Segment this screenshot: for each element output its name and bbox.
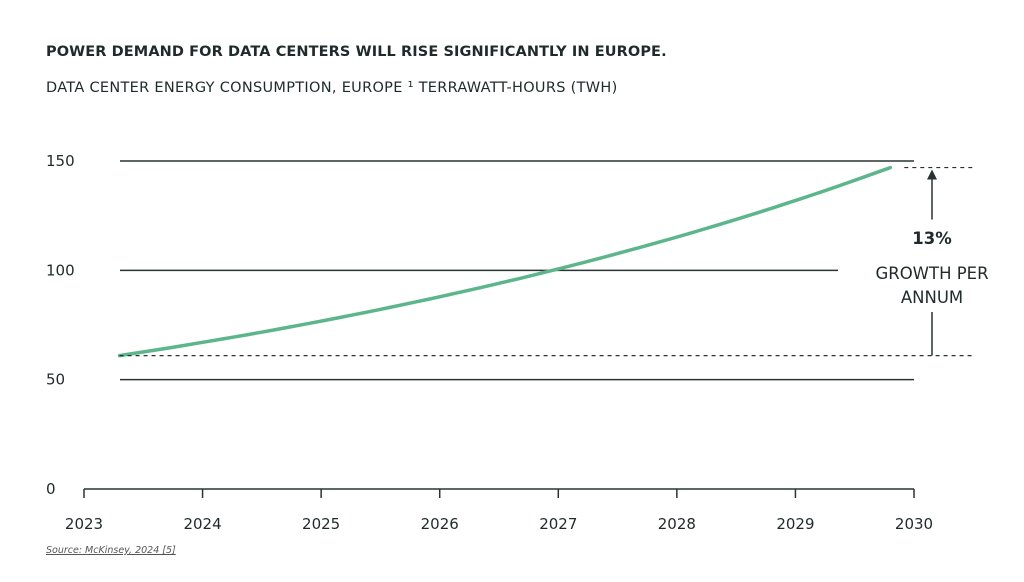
x-tick-label-2023: 2023 xyxy=(65,515,103,533)
chart-title: POWER DEMAND FOR DATA CENTERS WILL RISE … xyxy=(46,44,667,60)
growth-label-line1: GROWTH PER xyxy=(875,264,988,283)
chart-subtitle: DATA CENTER ENERGY CONSUMPTION, EUROPE ¹… xyxy=(46,80,618,96)
y-tick-label-150: 150 xyxy=(46,152,75,170)
source-note: Source: McKinsey, 2024 [5] xyxy=(46,545,176,556)
x-tick-label-2027: 2027 xyxy=(539,515,577,533)
growth-rate-value: 13% xyxy=(912,229,952,248)
growth-label-line2: ANNUM xyxy=(901,288,963,307)
x-tick-label-2025: 2025 xyxy=(302,515,340,533)
x-tick-label-2030: 2030 xyxy=(895,515,933,533)
x-tick-label-2029: 2029 xyxy=(776,515,814,533)
x-tick-label-2028: 2028 xyxy=(658,515,696,533)
growth-arrow-head xyxy=(927,169,937,180)
x-tick-label-2026: 2026 xyxy=(421,515,459,533)
y-tick-label-50: 50 xyxy=(46,371,65,389)
series-line-0 xyxy=(117,165,893,358)
y-tick-label-0: 0 xyxy=(46,480,56,498)
x-tick-label-2024: 2024 xyxy=(183,515,221,533)
y-tick-label-100: 100 xyxy=(46,261,75,279)
